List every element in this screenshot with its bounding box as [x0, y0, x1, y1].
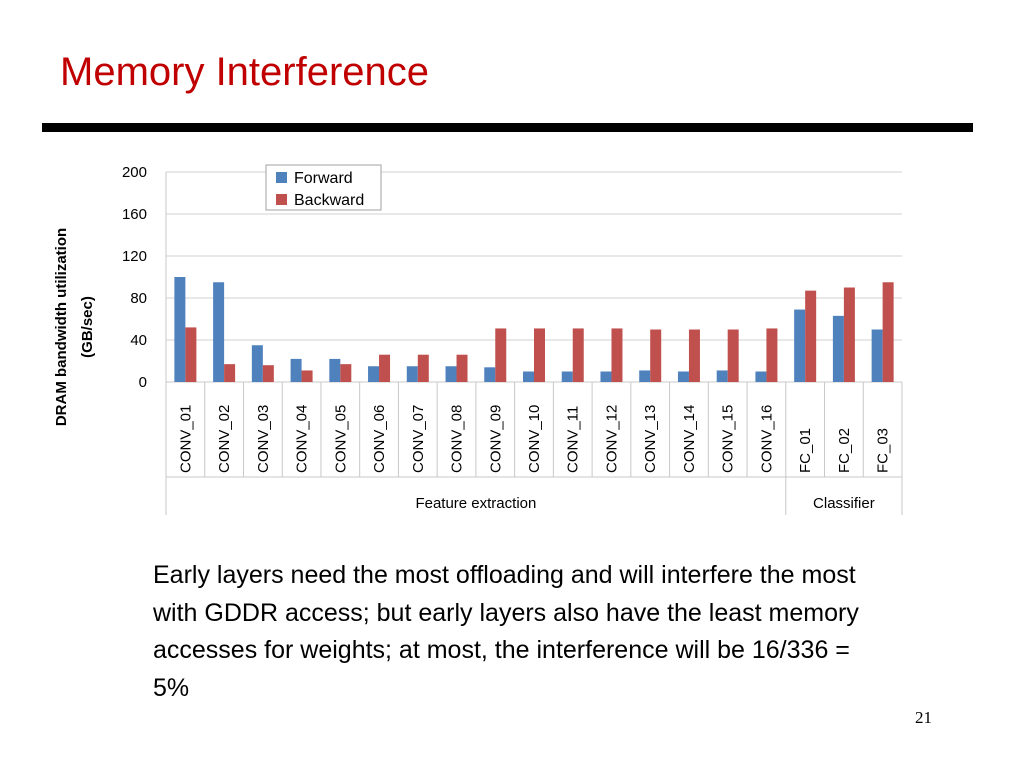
bar-forward-conv-02 — [213, 282, 225, 382]
x-tick-label: CONV_04 — [294, 405, 311, 473]
bar-backward-fc-01 — [805, 290, 817, 382]
bar-forward-conv-03 — [251, 345, 263, 382]
bar-backward-conv-11 — [572, 328, 584, 382]
legend-swatch-backward — [276, 194, 287, 205]
group-label: Feature extraction — [415, 495, 536, 512]
bar-backward-conv-10 — [534, 328, 545, 382]
x-tick-label: FC_02 — [836, 428, 853, 473]
bar-backward-conv-07 — [417, 354, 429, 382]
bar-backward-conv-03 — [262, 365, 274, 382]
bars — [174, 277, 894, 382]
y-axis-ticks: 0 40 80 120 160 200 — [122, 164, 147, 391]
bar-forward-conv-01 — [174, 277, 186, 382]
y-tick-label: 0 — [139, 374, 147, 391]
x-tick-label: CONV_03 — [255, 405, 272, 473]
x-tick-label: CONV_07 — [410, 405, 427, 473]
bar-forward-conv-14 — [677, 371, 689, 382]
bar-forward-conv-06 — [368, 366, 380, 382]
bar-backward-fc-02 — [843, 287, 855, 382]
bar-backward-conv-12 — [611, 328, 623, 382]
bar-backward-conv-04 — [301, 370, 313, 382]
bar-forward-conv-07 — [406, 366, 418, 382]
x-tick-label: CONV_01 — [177, 405, 194, 473]
legend-label-backward: Backward — [294, 192, 364, 209]
y-axis-label-line: (GB/sec) — [79, 296, 96, 358]
bar-forward-conv-05 — [329, 358, 341, 382]
y-tick-label: 120 — [122, 248, 147, 265]
y-tick-label: 160 — [122, 206, 147, 223]
slide-title: Memory Interference — [60, 50, 430, 94]
x-tick-label: CONV_12 — [603, 405, 620, 473]
x-tick-label: CONV_13 — [642, 405, 659, 473]
x-tick-label: CONV_08 — [449, 405, 466, 473]
x-tick-label: FC_01 — [797, 428, 814, 473]
bar-forward-conv-11 — [561, 371, 573, 382]
title-divider — [42, 123, 973, 132]
x-tick-label: CONV_02 — [216, 405, 233, 473]
bar-forward-conv-08 — [445, 366, 457, 382]
y-tick-label: 200 — [122, 164, 147, 181]
x-tick-label: CONV_14 — [681, 405, 698, 473]
bar-forward-fc-02 — [832, 315, 844, 382]
group-labels: Feature extraction Classifier — [415, 495, 874, 512]
y-tick-label: 40 — [130, 332, 147, 349]
x-tick-label: CONV_09 — [487, 405, 504, 473]
body-text: Early layers need the most offloading an… — [153, 561, 859, 702]
legend: Forward Backward — [265, 164, 382, 211]
y-axis-label: DRAM bandwidth utilization (GB/sec) — [53, 228, 96, 426]
bar-backward-conv-16 — [766, 328, 778, 382]
bar-forward-conv-12 — [600, 371, 612, 382]
x-tick-label: CONV_16 — [758, 405, 775, 473]
page-number: 21 — [915, 708, 932, 727]
y-tick-label: 80 — [130, 290, 147, 307]
bar-backward-conv-08 — [456, 354, 468, 382]
bar-backward-conv-01 — [185, 327, 197, 382]
x-tick-label: CONV_11 — [565, 406, 582, 473]
y-axis-label-line: DRAM bandwidth utilization — [53, 228, 70, 426]
x-tick-label: CONV_15 — [720, 405, 737, 473]
bar-forward-fc-01 — [794, 309, 806, 382]
bar-backward-fc-03 — [882, 282, 894, 382]
bar-backward-conv-14 — [688, 329, 700, 382]
bar-backward-conv-09 — [495, 328, 507, 382]
bar-backward-conv-15 — [727, 329, 739, 382]
bar-backward-conv-05 — [340, 364, 352, 382]
bar-forward-conv-13 — [639, 370, 651, 382]
x-tick-label: CONV_10 — [526, 405, 543, 473]
x-tick-label: FC_03 — [875, 428, 892, 473]
bar-backward-conv-02 — [224, 364, 236, 382]
bar-forward-conv-09 — [484, 367, 496, 382]
legend-swatch-forward — [276, 172, 287, 183]
bar-backward-conv-13 — [650, 329, 662, 382]
axes — [165, 172, 903, 515]
bar-forward-fc-03 — [871, 329, 883, 382]
bar-forward-conv-04 — [290, 358, 302, 382]
bar-forward-conv-16 — [755, 371, 767, 382]
bar-backward-conv-06 — [379, 354, 391, 382]
x-tick-label: CONV_06 — [371, 405, 388, 473]
x-axis-labels: CONV_01 CONV_02 CONV_03 CONV_04 CONV_05 CONV_… — [177, 405, 891, 473]
bar-forward-conv-15 — [716, 370, 728, 382]
bar-forward-conv-10 — [523, 371, 534, 382]
legend-label-forward: Forward — [294, 170, 353, 187]
group-label: Classifier — [813, 495, 875, 512]
x-tick-label: CONV_05 — [332, 405, 349, 473]
